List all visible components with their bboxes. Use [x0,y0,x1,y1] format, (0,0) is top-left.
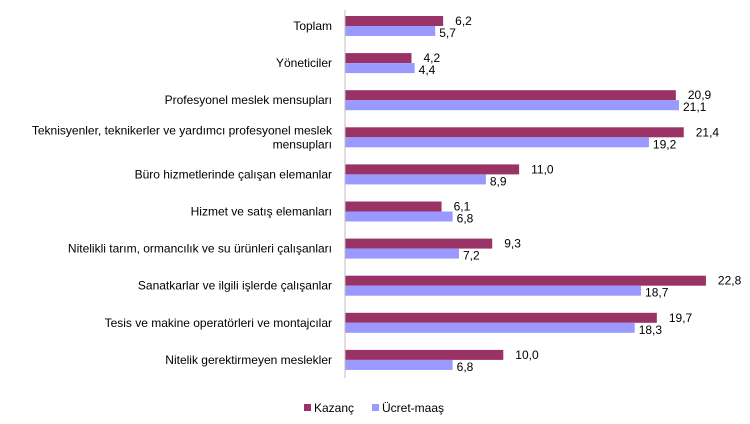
category-label-line: Sanatkarlar ve ilgili işlerde çalışanlar [138,279,332,293]
category-label: Nitelik gerektirmeyen meslekler [165,353,332,367]
category-label: Sanatkarlar ve ilgili işlerde çalışanlar [138,279,332,293]
data-label: 4,2 [423,51,440,65]
legend-label: Kazanç [314,401,354,415]
category-label-line: mensupları [273,137,332,151]
data-label: 4,4 [419,63,436,77]
data-label: 18,3 [639,323,663,337]
category-label-line: Yöneticiler [276,56,332,70]
category-label-line: Nitelik gerektirmeyen meslekler [165,353,332,367]
category-label-line: Hizmet ve satış elemanları [191,205,332,219]
data-label: 20,9 [688,88,712,102]
category-label-line: Büro hizmetlerinde çalışan elemanlar [135,167,332,181]
bar-ucret-maas [345,137,649,148]
category-label: Profesyonel meslek mensupları [165,93,332,107]
data-label: 7,2 [463,249,480,263]
data-label: 19,7 [669,311,693,325]
bar-kazanc [345,312,657,323]
bar-kazanc [345,164,520,175]
data-label: 18,7 [645,286,669,300]
category-label-line: Tesis ve makine operatörleri ve montajcı… [105,316,332,330]
bar-kazanc [345,90,676,101]
category-label: Büro hizmetlerinde çalışan elemanlar [135,167,332,181]
category-label-line: Profesyonel meslek mensupları [165,93,332,107]
data-label: 5,7 [439,26,456,40]
legend-label: Ücret-maaş [382,401,444,415]
bar-ucret-maas [345,26,436,36]
data-label: 8,9 [490,174,507,188]
data-label: 21,4 [696,125,720,139]
data-label: 6,2 [455,14,472,28]
bar-ucret-maas [345,359,453,370]
data-label: 22,8 [718,274,742,288]
bar-kazanc [345,275,706,286]
bar-kazanc [345,349,504,360]
bar-ucret-maas [345,211,453,222]
data-label: 6,1 [454,200,471,214]
bar-kazanc [345,201,442,212]
data-label: 6,8 [457,360,474,374]
data-label: 19,2 [653,137,677,151]
bar-kazanc [345,16,444,26]
legend: Kazanç Ücret-maaş [304,401,444,415]
bar-ucret-maas [345,174,486,185]
data-label: 6,8 [457,212,474,226]
data-label: 11,0 [531,162,554,176]
bar-kazanc [345,53,412,64]
bar-kazanc [345,127,684,138]
data-label: 10,0 [515,348,539,362]
category-label: Tesis ve makine operatörleri ve montajcı… [105,316,332,330]
bar-ucret-maas [345,285,642,296]
category-label: Nitelikli tarım, ormancılık ve su ürünle… [68,242,332,256]
bar-ucret-maas [345,100,680,111]
data-label: 21,1 [683,100,707,114]
category-label-line: Nitelikli tarım, ormancılık ve su ürünle… [68,242,332,256]
bar-kazanc [345,238,493,249]
bar-ucret-maas [345,63,415,74]
category-label: Yöneticiler [276,56,332,70]
data-label: 9,3 [504,237,521,251]
category-label-line: Toplam [293,19,332,33]
legend-swatch [372,404,379,411]
category-label-line: Teknisyenler, teknikerler ve yardımcı pr… [32,123,333,137]
legend-swatch [304,404,311,411]
category-label: Teknisyenler, teknikerler ve yardımcı pr… [32,123,333,151]
category-label: Toplam [293,19,332,33]
bar-ucret-maas [345,322,635,333]
category-label: Hizmet ve satış elemanları [191,205,332,219]
bar-ucret-maas [345,248,459,259]
